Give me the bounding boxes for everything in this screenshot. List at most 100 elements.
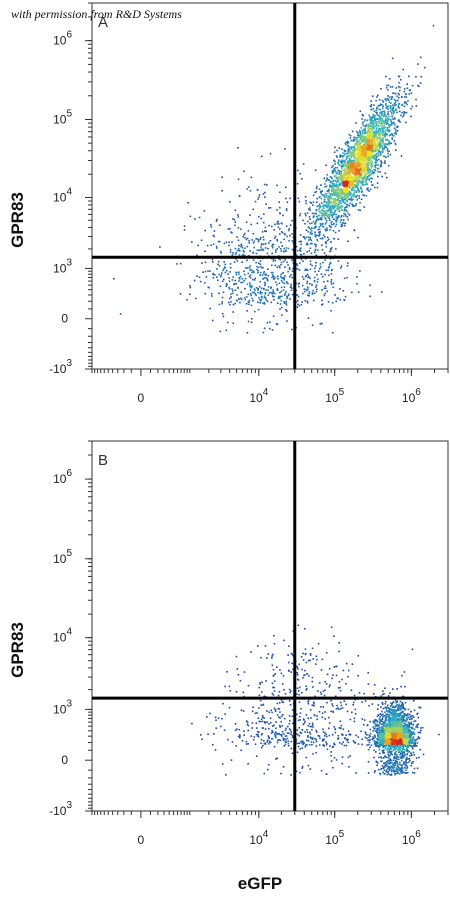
data-point (331, 177, 333, 180)
data-point (267, 275, 270, 277)
data-point (375, 111, 377, 114)
data-point (307, 288, 309, 290)
data-point (212, 243, 215, 246)
data-point (355, 165, 357, 167)
data-point (305, 214, 307, 217)
data-point (387, 142, 389, 145)
data-point (204, 229, 206, 232)
data-point (241, 244, 243, 247)
data-point (378, 129, 381, 131)
data-point (316, 215, 318, 218)
data-point (391, 716, 394, 719)
data-point (285, 302, 287, 304)
data-point (350, 162, 352, 164)
data-point (414, 742, 417, 744)
data-point (393, 132, 396, 135)
data-point (340, 267, 342, 269)
data-point (272, 290, 274, 293)
data-point (288, 267, 291, 269)
data-point (393, 748, 396, 751)
data-point (325, 180, 327, 182)
data-point (248, 275, 251, 278)
data-point (371, 95, 374, 97)
data-point (300, 303, 303, 306)
data-point (267, 268, 269, 270)
data-point (232, 218, 234, 220)
data-point (309, 236, 311, 239)
data-point (374, 743, 376, 746)
data-point (389, 110, 392, 112)
data-point (229, 248, 232, 251)
data-point (325, 229, 328, 232)
data-point (330, 283, 333, 285)
data-point (351, 152, 354, 155)
data-point (212, 277, 215, 279)
data-point (343, 212, 345, 215)
data-point (214, 274, 216, 276)
data-point (296, 182, 299, 185)
data-point (373, 756, 375, 759)
data-point (384, 115, 387, 118)
data-point (334, 231, 337, 234)
data-point (204, 250, 206, 252)
data-point (311, 242, 313, 245)
data-point (283, 247, 285, 250)
data-point (352, 140, 354, 142)
data-point (235, 283, 238, 285)
data-point (234, 279, 236, 282)
data-point (287, 229, 290, 232)
data-point (365, 162, 368, 165)
data-point (291, 328, 293, 331)
data-point (332, 194, 334, 197)
data-point (247, 230, 250, 232)
data-point (366, 139, 369, 141)
data-point (351, 203, 353, 206)
data-point (247, 186, 250, 188)
data-point (394, 92, 397, 95)
data-point (371, 156, 374, 159)
data-point (401, 111, 403, 114)
data-point (377, 154, 380, 157)
data-point (269, 152, 272, 155)
data-point (305, 200, 307, 202)
data-point (345, 184, 347, 186)
data-point (304, 222, 306, 225)
data-point (357, 141, 359, 144)
data-point (367, 739, 369, 742)
data-point (287, 247, 290, 250)
data-point (366, 734, 368, 736)
data-point (191, 241, 193, 243)
data-point (343, 174, 345, 176)
data-point (349, 186, 351, 189)
data-point (403, 755, 406, 757)
data-point (383, 110, 386, 112)
data-point (347, 181, 349, 184)
data-point (381, 119, 384, 122)
data-point (219, 275, 222, 278)
data-point (353, 229, 356, 232)
data-point (321, 193, 323, 196)
data-point (399, 712, 402, 715)
data-point (199, 280, 202, 283)
data-point (376, 182, 379, 184)
data-point (316, 197, 318, 200)
data-point (306, 301, 309, 304)
data-point (328, 210, 330, 212)
data-point (361, 180, 363, 183)
data-point (420, 729, 422, 732)
data-point (387, 129, 389, 132)
data-point (370, 128, 373, 131)
data-point (328, 207, 331, 210)
data-point (356, 168, 359, 171)
data-point (404, 753, 406, 756)
data-point (325, 185, 328, 187)
data-point (261, 274, 264, 276)
data-point (212, 272, 214, 275)
data-point (276, 288, 279, 291)
data-point (392, 92, 394, 94)
data-point (219, 330, 222, 333)
data-point (350, 176, 352, 179)
data-point (270, 271, 273, 274)
data-point (261, 267, 263, 269)
